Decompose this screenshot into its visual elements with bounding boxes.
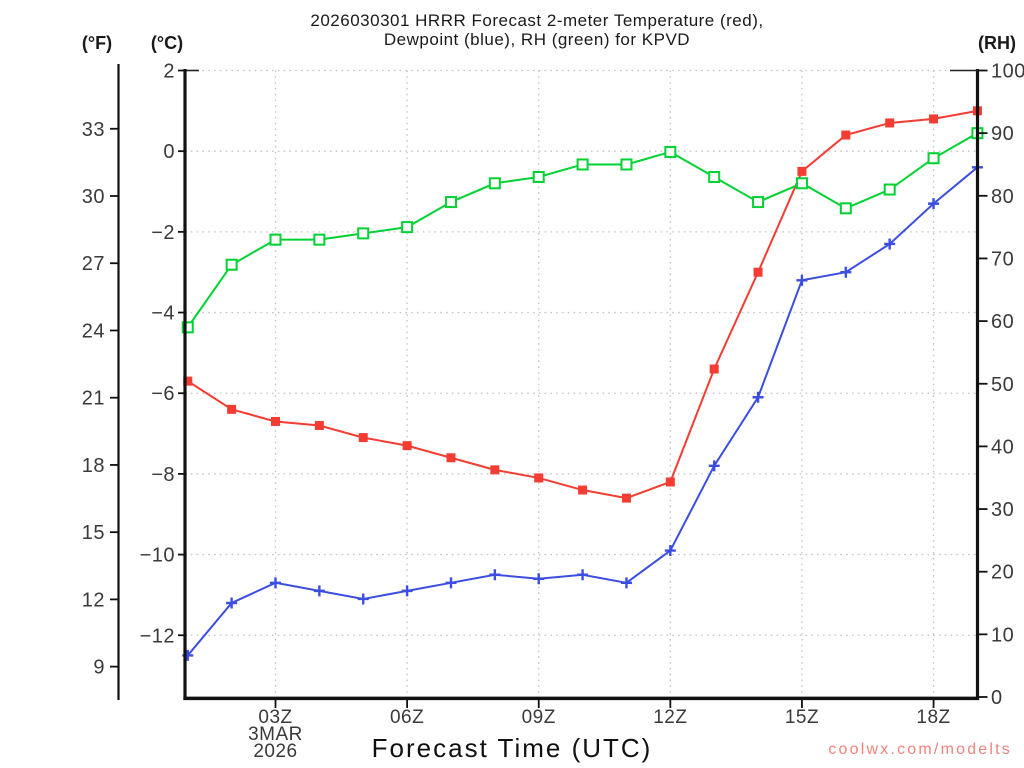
tick-label-celsius--8: −8 (151, 464, 175, 486)
dewpoint-marker-18 (928, 198, 940, 210)
tick-label-time-03Z: 03Z (258, 707, 292, 728)
2-meter-temperature-marker-16 (841, 130, 851, 140)
tick-label-time-15Z: 15Z (785, 707, 819, 728)
tick-label-rh-80: 80 (991, 186, 1014, 208)
2-meter-temperature-marker-10 (578, 485, 588, 495)
rh-marker-4 (313, 233, 326, 246)
dewpoint-marker-17 (884, 238, 896, 250)
x-axis-title: Forecast Time (UTC) (371, 733, 653, 763)
2-meter-temperature-marker-7 (446, 453, 456, 463)
date-annotation-line2: 2026 (253, 741, 297, 762)
2-meter-temperature-marker-18 (929, 114, 939, 124)
rh-axis-header: (RH) (978, 33, 1016, 53)
tick-label-celsius--2: −2 (151, 222, 175, 244)
2-meter-temperature-marker-13 (709, 364, 719, 374)
2-meter-temperature-marker-4 (314, 420, 324, 430)
tick-label-fahrenheit-27: 27 (82, 253, 105, 275)
rh-marker-2 (225, 258, 238, 271)
2-meter-temperature-marker-9 (534, 473, 544, 483)
tick-label-time-09Z: 09Z (522, 707, 556, 728)
2-meter-temperature-marker-8 (490, 465, 500, 475)
tick-label-rh-0: 0 (991, 687, 1003, 709)
chart-title-line2: Dewpoint (blue), RH (green) for KPVD (383, 30, 691, 49)
tick-label-fahrenheit-24: 24 (82, 320, 105, 342)
tick-label-celsius--4: −4 (151, 303, 175, 325)
dewpoint-marker-2 (226, 597, 238, 609)
2-meter-temperature-marker-15 (797, 166, 807, 176)
rh-marker-6 (401, 221, 414, 234)
rh-marker-12 (664, 145, 677, 158)
tick-label-celsius-0: 0 (163, 141, 175, 163)
dewpoint-marker-14 (752, 391, 764, 403)
dewpoint-marker-13 (708, 460, 720, 472)
dewpoint-marker-11 (620, 577, 632, 589)
dewpoint-marker-16 (840, 266, 852, 278)
tick-label-fahrenheit-15: 15 (82, 522, 105, 544)
tick-label-fahrenheit-33: 33 (82, 119, 105, 141)
rh-marker-3 (269, 233, 282, 246)
tick-label-celsius--6: −6 (151, 383, 175, 405)
celsius-axis-header: (°C) (150, 33, 184, 53)
2-meter-temperature-marker-17 (885, 118, 895, 128)
dewpoint-marker-5 (357, 593, 369, 605)
rh-marker-10 (576, 158, 589, 171)
2-meter-temperature-marker-11 (621, 493, 631, 503)
tick-label-celsius--10: −10 (140, 545, 175, 567)
tick-label-fahrenheit-9: 9 (93, 657, 105, 679)
dewpoint-marker-6 (401, 585, 413, 597)
tick-label-celsius--12: −12 (140, 625, 175, 647)
tick-label-rh-40: 40 (991, 436, 1014, 458)
rh-marker-9 (532, 171, 545, 184)
rh-marker-17 (883, 183, 896, 196)
tick-label-rh-10: 10 (991, 624, 1014, 646)
rh-marker-13 (708, 171, 721, 184)
tick-label-fahrenheit-18: 18 (82, 455, 105, 477)
tick-label-fahrenheit-30: 30 (82, 186, 105, 208)
chart-title-line1: 2026030301 HRRR Forecast 2-meter Tempera… (310, 11, 764, 30)
rh-marker-5 (357, 227, 370, 240)
rh-marker-14 (752, 196, 765, 209)
dewpoint-marker-15 (796, 274, 808, 286)
tick-label-rh-30: 30 (991, 499, 1014, 521)
rh-marker-7 (444, 196, 457, 209)
2-meter-temperature-marker-1 (183, 376, 193, 386)
rh-marker-8 (488, 177, 501, 190)
tick-label-rh-90: 90 (991, 123, 1014, 145)
2-meter-temperature-marker-6 (402, 441, 412, 451)
date-annotation-line1: 3MAR (248, 724, 303, 745)
tick-label-rh-20: 20 (991, 562, 1014, 584)
tick-label-rh-100: 100 (991, 61, 1024, 83)
rh-marker-11 (620, 158, 633, 171)
tick-label-rh-50: 50 (991, 374, 1014, 396)
tick-label-rh-70: 70 (991, 248, 1014, 270)
tick-label-fahrenheit-21: 21 (82, 388, 105, 410)
2-meter-temperature-marker-2 (227, 404, 237, 414)
rh-marker-18 (927, 152, 940, 165)
dewpoint-marker-7 (445, 577, 457, 589)
fahrenheit-axis-header: (°F) (81, 33, 113, 53)
tick-label-time-12Z: 12Z (653, 707, 687, 728)
tick-label-rh-60: 60 (991, 311, 1014, 333)
tick-label-celsius-2: 2 (163, 61, 175, 83)
dewpoint-marker-3 (270, 577, 281, 589)
2-meter-temperature-marker-12 (665, 477, 675, 487)
tick-label-time-06Z: 06Z (390, 707, 424, 728)
dewpoint-marker-4 (313, 585, 325, 597)
2-meter-temperature-marker-14 (753, 267, 763, 277)
dewpoint-marker-9 (533, 573, 545, 585)
rh-marker-15 (795, 177, 808, 190)
tick-label-fahrenheit-12: 12 (82, 589, 105, 611)
rh-marker-1 (181, 321, 194, 334)
dewpoint-marker-8 (489, 569, 501, 581)
dewpoint-marker-12 (664, 545, 676, 557)
2-meter-temperature-marker-3 (271, 416, 280, 426)
tick-label-time-18Z: 18Z (916, 707, 950, 728)
rh-marker-16 (839, 202, 852, 215)
watermark: coolwx.com/modelts (828, 741, 1012, 758)
dewpoint-marker-10 (577, 569, 589, 581)
2-meter-temperature-marker-5 (358, 433, 368, 443)
